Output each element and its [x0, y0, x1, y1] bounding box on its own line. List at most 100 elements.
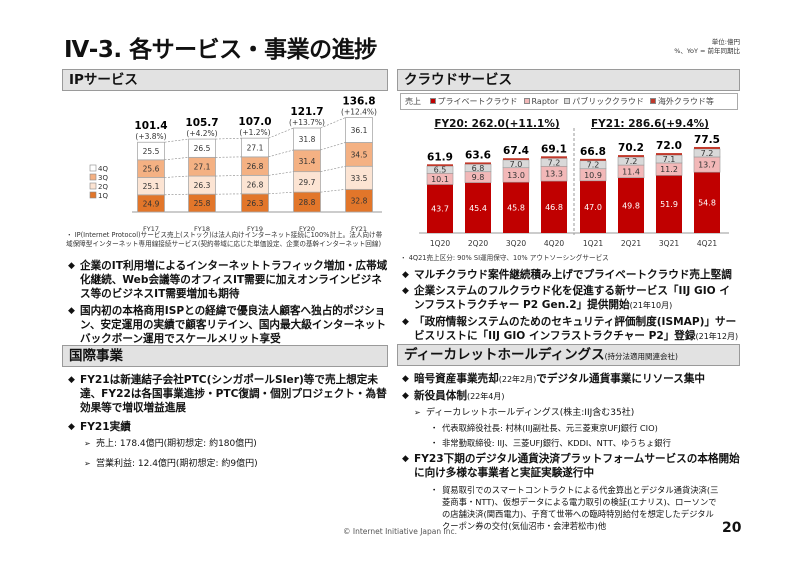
legend-prefix: 売上: [405, 97, 421, 106]
total-label: 63.6: [465, 149, 491, 161]
data-label: 26.3: [194, 181, 211, 190]
bar-segment-パブリッククラウド: [655, 154, 683, 164]
data-label: 26.8: [247, 181, 264, 190]
legend-label: 1Q: [98, 192, 108, 200]
category-label: 4Q20: [544, 239, 564, 248]
category-label: 4Q21: [697, 239, 717, 248]
data-label: 45.4: [469, 204, 487, 213]
data-label: 7.2: [701, 149, 714, 158]
bar-segment-プライベートクラウド: [503, 182, 529, 233]
bar-segment-海外クラウド等: [618, 155, 644, 158]
category-label: 2Q21: [621, 239, 641, 248]
decurret-bullet: FY23下期のデジタル通貨決済プラットフォームサービスの本格開始に向け多様な事業…: [402, 452, 740, 480]
data-label: 25.8: [194, 199, 211, 208]
data-label: 7.2: [587, 161, 600, 170]
data-label: 29.7: [299, 178, 316, 187]
legend-swatch: [649, 98, 656, 104]
bar-segment-プライベートクラウド: [694, 172, 720, 233]
data-label: 34.5: [351, 150, 368, 159]
category-label: FY20: [299, 225, 315, 233]
legend-swatch: [89, 173, 97, 181]
data-label: 7.1: [663, 155, 676, 164]
data-label: 11.2: [660, 165, 678, 174]
category-label: 1Q21: [583, 239, 603, 248]
legend-swatch: [429, 98, 436, 104]
connector-line: [268, 127, 294, 139]
unit-note: 単位:億円 %、YoY = 前年同期比: [674, 38, 740, 56]
cloud-bullet: 企業システムのフルクラウド化を促進する新サービス「IIJ GIO インフラストラ…: [402, 284, 740, 313]
data-label: 13.7: [698, 161, 716, 170]
ip-chart: 24.9 25.1 25.6 25.5 101.4(+3.8%) FY17 25.8 26.3…: [89, 96, 382, 233]
bar-segment-パブリッククラウド: [502, 159, 530, 169]
total-label: 105.7: [185, 117, 218, 129]
bar-segment-プライベートクラウド: [618, 177, 644, 233]
connector-line: [164, 193, 189, 196]
page-title: Ⅳ-3. 各サービス・事業の進捗: [64, 37, 377, 63]
bar-segment-パブリッククラウド: [617, 156, 645, 166]
connector-line: [320, 142, 346, 151]
connector-line: [268, 149, 294, 158]
bar-segment-プライベートクラウド: [465, 182, 491, 233]
category-label: FY17: [143, 225, 159, 233]
total-label: 101.4: [134, 120, 167, 132]
cloud-footnote: ・ 4Q21売上区分: 90% SI運用保守、10% アウトソーシングサービス: [400, 254, 609, 262]
connector-line: [164, 157, 189, 161]
legend-label: パブリッククラウド: [572, 97, 644, 106]
total-label: 77.5: [694, 134, 720, 146]
bar-segment-パブリッククラウド: [540, 157, 568, 167]
legend-swatch: [523, 98, 530, 104]
category-label: FY21: [351, 225, 367, 233]
ip-bullet: 企業のIT利用増によるインターネットトラフィック増加・広帯域化継続、Web会議等…: [68, 259, 388, 301]
connector-line: [320, 117, 346, 129]
bar-segment-プライベートクラウド: [427, 184, 453, 233]
data-label: 25.1: [143, 182, 160, 191]
data-label: 7.2: [548, 158, 561, 167]
category-label: 2Q20: [468, 239, 488, 248]
intl-header: 国際事業: [62, 345, 388, 367]
data-label: 10.1: [431, 175, 449, 184]
data-label: 43.7: [431, 205, 449, 214]
decurret-dot: 非常勤取締役: IIJ、三菱UFJ銀行、KDDI、NTT、ゆうちょ銀行: [430, 437, 740, 449]
total-label: 72.0: [656, 140, 682, 152]
cloud-legend: 売上 プライベートクラウド Raptor パブリッククラウド 海外クラウド等: [400, 93, 738, 110]
connector-line: [164, 138, 189, 143]
bar-segment-4Q: [241, 137, 269, 158]
cloud-header: クラウドサービス: [397, 69, 740, 91]
connector-line: [268, 191, 294, 195]
yoy-label: (+13.7%): [289, 118, 325, 127]
total-label: 66.8: [580, 146, 606, 158]
legend-swatch: [89, 164, 97, 172]
bar-segment-4Q: [188, 138, 216, 158]
bar-segment-プライベートクラウド: [656, 175, 682, 233]
data-label: 51.9: [660, 200, 678, 209]
cloud-chart: 43.7 10.16.5 61.9 1Q20 45.4 9.86.8 63.6 2Q20 45.…: [419, 128, 729, 248]
category-label: 3Q21: [659, 239, 679, 248]
bar-segment-海外クラウド等: [503, 158, 529, 160]
decurret-sub: ディーカレットホールディングス(株主:IIJ含む35社): [414, 406, 740, 420]
data-label: 49.8: [622, 201, 640, 210]
legend-swatch: [89, 182, 97, 190]
legend-label: 4Q: [98, 165, 108, 173]
data-label: 26.3: [247, 199, 264, 208]
bar-segment-4Q: [137, 141, 165, 161]
bar-segment-4Q: [293, 127, 321, 151]
legend-label: 3Q: [98, 174, 108, 182]
data-label: 7.0: [510, 160, 523, 169]
bar-segment-海外クラウド等: [541, 156, 567, 159]
data-label: 33.5: [351, 174, 368, 183]
data-label: 6.5: [434, 166, 447, 175]
yoy-label: (+4.2%): [186, 129, 217, 138]
intl-bullet: FY21実績: [68, 420, 388, 434]
bar-segment-プライベートクラウド: [541, 181, 567, 233]
cloud-bullet: 「政府情報システムのためのセキュリティ評価制度(ISMAP)」サービスリストに「…: [402, 315, 740, 344]
legend-label: Raptor: [531, 97, 559, 106]
legend-swatch: [89, 191, 97, 199]
decurret-header: ディーカレットホールディングス(持分法適用関連会社): [397, 344, 740, 366]
connector-line: [320, 189, 346, 193]
intl-sub: 営業利益: 12.4億円(期初想定: 約9億円): [84, 457, 388, 471]
yoy-label: (+12.4%): [341, 108, 377, 117]
data-label: 54.8: [698, 199, 716, 208]
decurret-bullet: 新役員体制(22年4月): [402, 389, 740, 404]
data-label: 31.4: [299, 157, 316, 166]
bar-segment-海外クラウド等: [694, 146, 720, 149]
